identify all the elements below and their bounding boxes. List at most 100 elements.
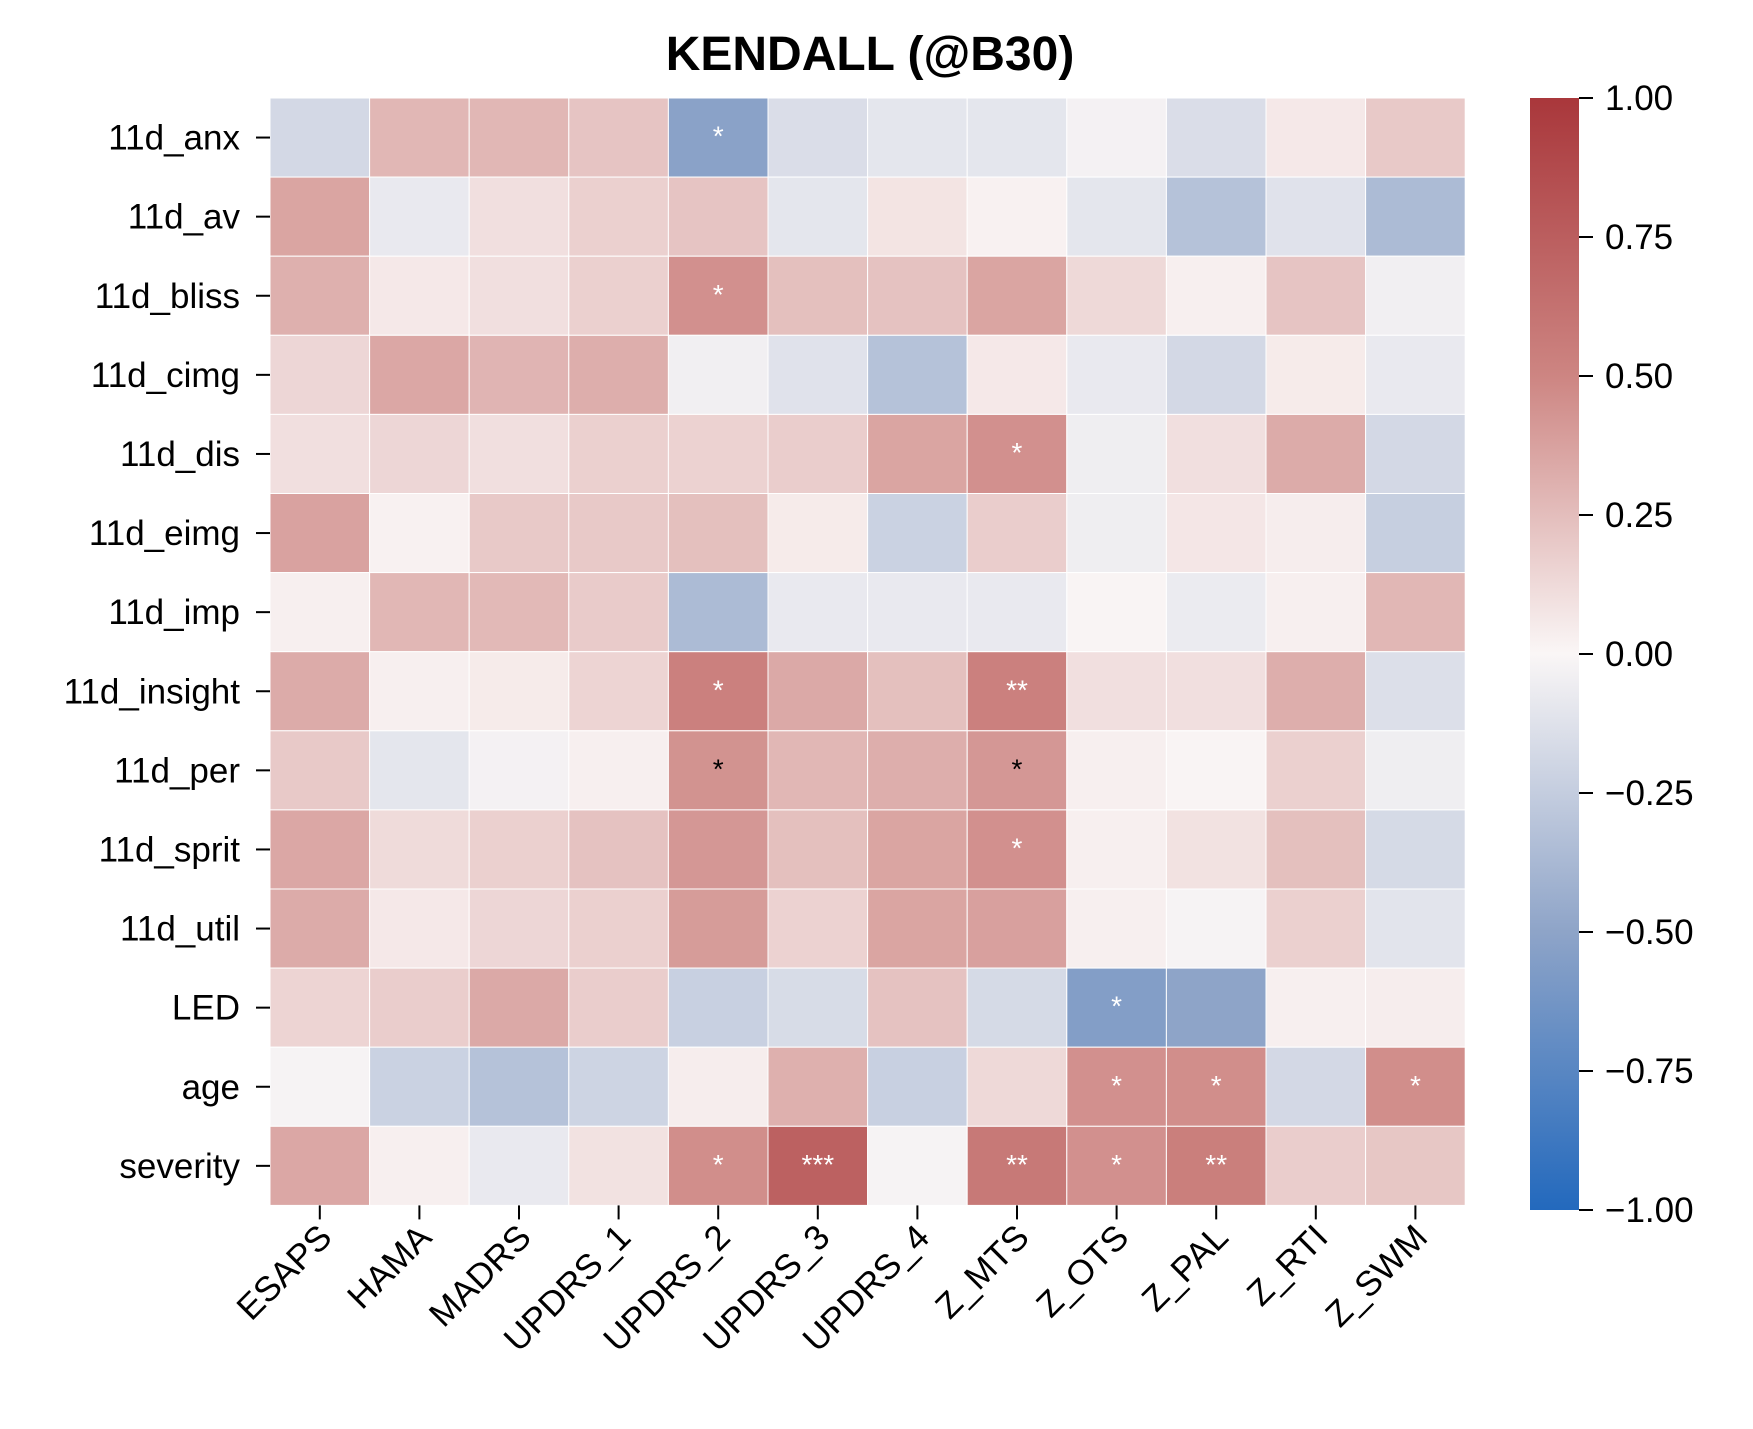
heatmap-cell-11d-sprit-esaps (269, 809, 371, 890)
y-tick-label-age: age (182, 1068, 240, 1107)
y-axis: 11d_anx 11d_av 11d_bliss 11d_cimg 11d_dis 11d… (64, 119, 270, 1186)
heatmap-cell-11d-imp-updrs-2 (667, 572, 769, 653)
heatmap-cell-11d-eimg-z-swm (1365, 493, 1466, 574)
heatmap-cell-11d-anx-madrs (468, 97, 570, 178)
heatmap-cell-11d-bliss-z-pal (1165, 255, 1267, 336)
heatmap-cell-11d-bliss-hama (369, 255, 470, 336)
heatmap-cell-11d-cimg-z-ots (1066, 334, 1167, 415)
colorbar-tick-label: 0.00 (1605, 635, 1673, 674)
annotation-led-z-ots: * (1111, 991, 1122, 1022)
heatmap-cell-age-updrs-3 (767, 1046, 869, 1127)
y-tick-label-11d-av: 11d_av (128, 198, 241, 237)
heatmap-cell-11d-sprit-updrs-4 (867, 809, 968, 890)
heatmap-cell-11d-anx-updrs-3 (767, 97, 869, 178)
heatmap-cell-11d-per-z-rti (1265, 730, 1367, 811)
heatmap-cell-11d-util-updrs-2 (667, 888, 769, 969)
heatmap-cell-11d-cimg-z-swm (1365, 334, 1466, 415)
annotation-severity-updrs-2: * (713, 1149, 724, 1180)
heatmap-cell-11d-dis-z-ots (1066, 413, 1167, 494)
heatmap-cell-11d-per-updrs-2 (667, 730, 769, 811)
heatmap-cell-severity-z-swm (1365, 1125, 1466, 1206)
heatmap-cell-11d-per-z-pal (1165, 730, 1267, 811)
heatmap-cell-11d-insight-updrs-1 (568, 651, 669, 732)
annotation-11d-sprit-z-mts: * (1012, 832, 1023, 863)
heatmap-cell-led-z-mts (966, 967, 1068, 1048)
heatmap-cell-11d-util-z-rti (1265, 888, 1367, 969)
heatmap-cell-11d-dis-madrs (468, 413, 570, 494)
y-tick-label-11d-dis: 11d_dis (120, 435, 240, 474)
heatmap-cell-severity-updrs-1 (568, 1125, 669, 1206)
heatmap-cells (269, 97, 1466, 1206)
heatmap-cell-11d-imp-updrs-1 (568, 572, 669, 653)
heatmap-cell-age-esaps (269, 1046, 371, 1127)
heatmap-cell-11d-cimg-updrs-3 (767, 334, 869, 415)
heatmap-cell-11d-sprit-z-mts (966, 809, 1068, 890)
heatmap-cell-11d-bliss-updrs-4 (867, 255, 968, 336)
heatmap-cell-severity-madrs (468, 1125, 570, 1206)
heatmap-cell-11d-av-updrs-3 (767, 176, 869, 257)
heatmap-cell-11d-sprit-updrs-2 (667, 809, 769, 890)
heatmap-cell-led-madrs (468, 967, 570, 1048)
heatmap-cell-11d-sprit-z-rti (1265, 809, 1367, 890)
heatmap-cell-11d-util-esaps (269, 888, 371, 969)
annotation-severity-z-ots: * (1111, 1149, 1122, 1180)
colorbar-tick-label: −0.25 (1605, 774, 1694, 813)
heatmap-cell-11d-cimg-z-pal (1165, 334, 1267, 415)
heatmap-cell-11d-dis-updrs-3 (767, 413, 869, 494)
heatmap-cell-11d-av-z-pal (1165, 176, 1267, 257)
heatmap-cell-11d-bliss-updrs-1 (568, 255, 669, 336)
annotation-11d-insight-updrs-2: * (713, 674, 724, 705)
heatmap-cell-11d-bliss-esaps (269, 255, 371, 336)
heatmap-cell-severity-updrs-4 (867, 1125, 968, 1206)
y-tick-label-led: LED (172, 989, 240, 1028)
heatmap-cell-11d-util-z-swm (1365, 888, 1466, 969)
heatmap-cell-11d-imp-z-rti (1265, 572, 1367, 653)
heatmap-cell-age-z-mts (966, 1046, 1068, 1127)
heatmap-cell-11d-dis-updrs-1 (568, 413, 669, 494)
heatmap-cell-11d-cimg-updrs-1 (568, 334, 669, 415)
heatmap-cell-led-updrs-4 (867, 967, 968, 1048)
heatmap-cell-11d-per-madrs (468, 730, 570, 811)
heatmap-cell-led-hama (369, 967, 470, 1048)
heatmap-cell-11d-cimg-z-rti (1265, 334, 1367, 415)
heatmap-cell-11d-insight-esaps (269, 651, 371, 732)
heatmap-cell-severity-z-rti (1265, 1125, 1367, 1206)
colorbar-tick-label: 0.50 (1605, 357, 1673, 396)
heatmap-cell-11d-cimg-esaps (269, 334, 371, 415)
colorbar-tick-label: 0.25 (1605, 496, 1673, 535)
heatmap-cell-11d-av-updrs-1 (568, 176, 669, 257)
heatmap-cell-11d-bliss-madrs (468, 255, 570, 336)
y-tick-label-11d-imp: 11d_imp (108, 593, 240, 632)
annotation-severity-z-mts: ** (1006, 1149, 1028, 1180)
annotation-11d-per-updrs-2: * (713, 753, 724, 784)
heatmap-cell-11d-av-z-swm (1365, 176, 1466, 257)
heatmap-cell-11d-eimg-updrs-1 (568, 493, 669, 574)
heatmap-cell-11d-util-updrs-4 (867, 888, 968, 969)
heatmap-cell-age-hama (369, 1046, 470, 1127)
heatmap-cell-11d-imp-updrs-3 (767, 572, 869, 653)
heatmap-cell-led-z-pal (1165, 967, 1267, 1048)
heatmap-cell-11d-eimg-hama (369, 493, 470, 574)
heatmap-cell-11d-insight-z-ots (1066, 651, 1167, 732)
heatmap-cell-11d-dis-z-mts (966, 413, 1068, 494)
heatmap-cell-11d-per-z-ots (1066, 730, 1167, 811)
heatmap-cell-11d-eimg-z-pal (1165, 493, 1267, 574)
heatmap-cell-11d-util-z-pal (1165, 888, 1267, 969)
y-tick-label-11d-util: 11d_util (120, 910, 240, 949)
heatmap-cell-11d-imp-esaps (269, 572, 371, 653)
heatmap-cell-11d-anx-z-pal (1165, 97, 1267, 178)
heatmap-cell-11d-av-esaps (269, 176, 371, 257)
annotation-age-z-swm: * (1410, 1070, 1421, 1101)
heatmap-cell-11d-util-updrs-1 (568, 888, 669, 969)
y-tick-label-11d-insight: 11d_insight (64, 672, 241, 711)
heatmap-cell-11d-cimg-updrs-2 (667, 334, 769, 415)
heatmap-cell-11d-eimg-updrs-3 (767, 493, 869, 574)
heatmap-cell-11d-eimg-z-rti (1265, 493, 1367, 574)
heatmap-cell-severity-updrs-3 (767, 1125, 869, 1206)
heatmap-cell-severity-z-pal (1165, 1125, 1267, 1206)
heatmap-cell-11d-bliss-z-mts (966, 255, 1068, 336)
heatmap-cell-11d-bliss-z-ots (1066, 255, 1167, 336)
heatmap-cell-11d-insight-updrs-2 (667, 651, 769, 732)
heatmap-cell-11d-per-z-swm (1365, 730, 1466, 811)
heatmap-cell-11d-sprit-updrs-1 (568, 809, 669, 890)
